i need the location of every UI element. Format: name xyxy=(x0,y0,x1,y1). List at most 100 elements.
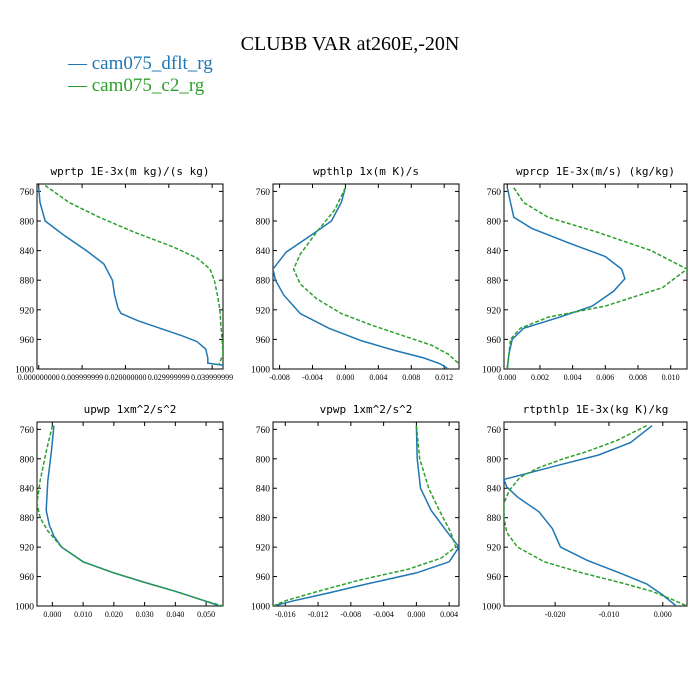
plot-frame xyxy=(36,183,224,370)
x-tick-label: -0.010 xyxy=(599,610,620,619)
series-line-dflt xyxy=(506,187,626,369)
x-tick-label: 0.000 xyxy=(336,373,354,382)
x-tick-label: 0.039999999 xyxy=(191,373,233,382)
panel-1: wprtp 1E-3x(m kg)/(s kg) 760 800 840 880 920 9… xyxy=(15,165,233,382)
panels: wprtp 1E-3x(m kg)/(s kg) 760 800 840 880 920 9… xyxy=(15,165,688,619)
x-tick-label: -0.008 xyxy=(341,610,362,619)
x-tick-label: -0.008 xyxy=(269,373,290,382)
y-tick-label: 800 xyxy=(256,455,271,465)
series-line-c2 xyxy=(44,184,223,366)
y-tick-label: 1000 xyxy=(482,603,501,613)
panel-3: wprcp 1E-3x(m/s) (kg/kg) 760 800 840 880 920 9… xyxy=(482,165,688,382)
x-tick-label: -0.004 xyxy=(373,610,394,619)
x-tick-label: 0.004 xyxy=(369,373,387,382)
x-tick-label: 0.008 xyxy=(629,373,647,382)
x-tick-label: 0.010 xyxy=(662,373,680,382)
y-tick-label: 1000 xyxy=(15,603,34,613)
x-tick-label: 0.004 xyxy=(440,610,458,619)
x-tick-label: 0.002 xyxy=(531,373,549,382)
y-tick-label: 840 xyxy=(20,247,35,257)
plot-frame xyxy=(272,421,460,607)
y-tick-label: 920 xyxy=(487,544,502,554)
y-tick-label: 760 xyxy=(256,426,271,436)
panel-title: wpthlp 1x(m K)/s xyxy=(313,165,419,178)
panel-title: vpwp 1xm^2/s^2 xyxy=(320,403,413,416)
series-line-c2 xyxy=(292,187,459,365)
y-tick-label: 920 xyxy=(20,544,35,554)
y-tick-label: 880 xyxy=(487,277,502,287)
y-tick-label: 1000 xyxy=(251,603,270,613)
x-tick-label: 0.004 xyxy=(564,373,582,382)
plot-frame xyxy=(272,183,460,370)
x-tick-label: 0.000 xyxy=(654,610,672,619)
y-tick-label: 920 xyxy=(256,544,271,554)
y-tick-label: 960 xyxy=(20,573,35,583)
y-tick-label: 1000 xyxy=(482,366,501,376)
x-tick-label: -0.012 xyxy=(308,610,329,619)
series-line-dflt xyxy=(37,187,223,367)
legend-label-c2: cam075_c2_rg xyxy=(92,75,205,96)
legend-entry-dflt: — cam075_dflt_rg xyxy=(67,53,213,74)
x-tick-label: 0.000 xyxy=(43,610,61,619)
series-line-c2 xyxy=(506,187,687,369)
plot-frame xyxy=(36,421,224,607)
legend-line-c2: — xyxy=(67,75,92,96)
x-tick-label: 0.040 xyxy=(166,610,184,619)
x-tick-label: -0.020 xyxy=(545,610,566,619)
y-tick-label: 840 xyxy=(256,247,271,257)
y-tick-label: 1000 xyxy=(15,366,34,376)
y-tick-label: 960 xyxy=(256,573,271,583)
panel-title: wprtp 1E-3x(m kg)/(s kg) xyxy=(51,165,210,178)
y-tick-label: 840 xyxy=(256,485,271,495)
y-tick-label: 920 xyxy=(256,306,271,316)
plot-frame xyxy=(503,183,688,370)
x-tick-label: 0.000 xyxy=(498,373,516,382)
y-tick-label: 880 xyxy=(20,277,35,287)
y-tick-label: 960 xyxy=(487,573,502,583)
y-tick-label: 800 xyxy=(20,218,35,228)
y-tick-label: 760 xyxy=(20,426,35,436)
y-tick-label: 960 xyxy=(487,336,502,346)
series-line-dflt xyxy=(273,187,449,369)
legend-line-dflt: — xyxy=(67,53,92,74)
panel-title: wprcp 1E-3x(m/s) (kg/kg) xyxy=(516,165,675,178)
x-tick-label: 0.008 xyxy=(402,373,420,382)
x-tick-label: 0.000 xyxy=(407,610,425,619)
x-tick-label: 0.012 xyxy=(435,373,453,382)
x-tick-label: 0.030 xyxy=(136,610,154,619)
x-tick-label: -0.016 xyxy=(275,610,296,619)
x-tick-label: -0.004 xyxy=(302,373,323,382)
x-tick-label: 0.020 xyxy=(105,610,123,619)
legend-label-dflt: cam075_dflt_rg xyxy=(92,53,214,74)
panel-2: wpthlp 1x(m K)/s7608008408809209601000-0… xyxy=(251,165,460,382)
y-tick-label: 880 xyxy=(487,514,502,524)
y-tick-label: 760 xyxy=(487,188,502,198)
panel-title: rtpthlp 1E-3x(kg K)/kg xyxy=(523,403,669,416)
y-tick-label: 880 xyxy=(256,514,271,524)
panel-6: rtpthlp 1E-3x(kg K)/kg 760 800 840 880 920 960… xyxy=(482,403,688,619)
x-tick-label: 0.020000000 xyxy=(104,373,146,382)
y-tick-label: 760 xyxy=(256,188,271,198)
series-line-dflt xyxy=(504,425,677,606)
legend-entry-c2: — cam075_c2_rg xyxy=(67,75,205,96)
x-tick-label: 0.050 xyxy=(197,610,215,619)
y-tick-label: 760 xyxy=(487,426,502,436)
x-tick-label: 0.009999999 xyxy=(61,373,103,382)
series-line-dflt xyxy=(273,425,459,606)
plot-frame xyxy=(503,421,688,607)
panel-4: upwp 1xm^2/s^2 760 800 840 880 920 960 1000 0.00… xyxy=(15,403,224,619)
y-tick-label: 920 xyxy=(487,306,502,316)
y-tick-label: 880 xyxy=(20,514,35,524)
y-tick-label: 1000 xyxy=(251,366,270,376)
x-tick-label: 0.029999999 xyxy=(148,373,190,382)
figure-title: CLUBB VAR at260E,-20N xyxy=(241,33,460,55)
x-tick-label: 0.000000000 xyxy=(18,373,60,382)
x-tick-label: 0.010 xyxy=(74,610,92,619)
y-tick-label: 840 xyxy=(20,485,35,495)
y-tick-label: 800 xyxy=(256,218,271,228)
panel-title: upwp 1xm^2/s^2 xyxy=(84,403,177,416)
series-line-dflt xyxy=(45,425,221,606)
y-tick-label: 800 xyxy=(487,218,502,228)
legend: — cam075_dflt_rg — cam075_c2_rg xyxy=(67,53,213,96)
